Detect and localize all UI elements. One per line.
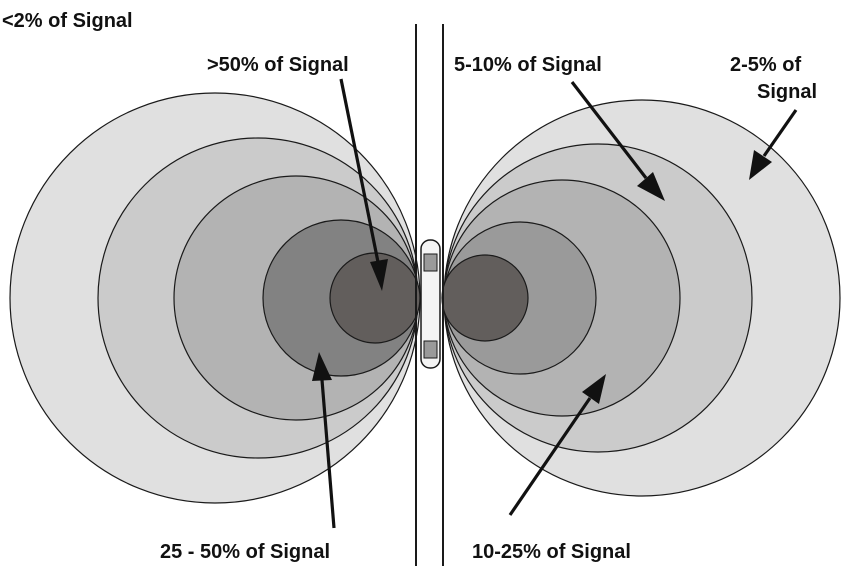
label-2-5-line2: Signal bbox=[757, 81, 817, 103]
label-2-5-line1: 2-5% of bbox=[730, 54, 801, 76]
label-10-25: 10-25% of Signal bbox=[472, 541, 631, 563]
labels: <2% of Signal >50% of Signal 5-10% of Si… bbox=[2, 10, 817, 563]
sensor-capsule bbox=[420, 239, 441, 369]
label-25-50: 25 - 50% of Signal bbox=[160, 541, 330, 563]
arrow-10-25 bbox=[508, 397, 592, 516]
arrow-10-25-head bbox=[582, 374, 606, 404]
capsule-body bbox=[420, 239, 441, 369]
arrows bbox=[312, 78, 798, 529]
right-zone-core bbox=[441, 254, 529, 342]
label-lt2: <2% of Signal bbox=[2, 10, 133, 32]
arrow-25-50-head bbox=[312, 352, 332, 381]
label-gt50: >50% of Signal bbox=[207, 54, 349, 76]
capsule-bottom-magnet bbox=[423, 340, 438, 359]
arrow-2-5 bbox=[762, 109, 798, 157]
arrow-gt50 bbox=[339, 78, 380, 263]
right-lobe bbox=[441, 99, 841, 497]
arrow-5-10-head bbox=[637, 172, 665, 201]
arrow-gt50-head bbox=[370, 259, 388, 291]
arrow-25-50 bbox=[320, 379, 336, 529]
arrow-2-5-head bbox=[749, 150, 772, 180]
left-lobe bbox=[9, 92, 421, 504]
arrow-5-10 bbox=[570, 81, 648, 179]
label-5-10: 5-10% of Signal bbox=[454, 54, 602, 76]
capsule-top-magnet bbox=[423, 253, 438, 272]
